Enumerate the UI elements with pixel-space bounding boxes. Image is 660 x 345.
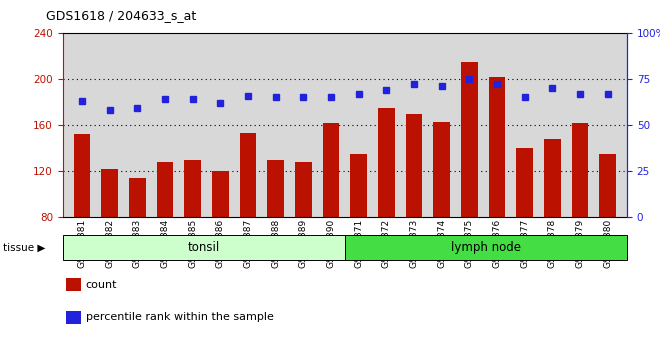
Bar <box>102 169 118 310</box>
Bar <box>406 114 422 310</box>
Bar <box>74 134 90 310</box>
Text: tonsil: tonsil <box>187 241 220 254</box>
Text: percentile rank within the sample: percentile rank within the sample <box>86 313 274 322</box>
Bar <box>572 123 588 310</box>
Bar <box>323 123 339 310</box>
Bar <box>63 235 345 260</box>
Text: tissue ▶: tissue ▶ <box>3 243 46 253</box>
Bar <box>157 162 174 310</box>
Bar <box>295 162 312 310</box>
Bar <box>129 178 146 310</box>
Bar <box>240 133 256 310</box>
Bar <box>212 171 228 310</box>
Text: lymph node: lymph node <box>451 241 521 254</box>
Bar <box>267 160 284 310</box>
Bar <box>544 139 560 310</box>
Bar <box>461 62 478 310</box>
Bar <box>516 148 533 310</box>
Bar <box>378 108 395 310</box>
Bar <box>345 235 627 260</box>
Bar <box>599 154 616 310</box>
Bar <box>488 77 506 310</box>
Bar <box>184 160 201 310</box>
Text: count: count <box>86 280 117 289</box>
Bar <box>434 121 450 310</box>
Text: GDS1618 / 204633_s_at: GDS1618 / 204633_s_at <box>46 9 197 22</box>
Bar <box>350 154 367 310</box>
